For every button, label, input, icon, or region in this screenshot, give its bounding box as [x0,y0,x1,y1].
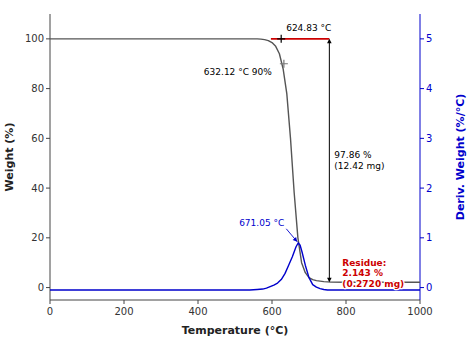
annotation-arrow [329,41,330,280]
x-tick [198,300,199,304]
annotation-line: 632.12 °C 90% [204,67,272,77]
y-tick-label: 20 [31,232,44,243]
y2-tick [420,138,424,139]
x-tick [420,300,421,304]
annotation-line: (0.2720 mg) [342,279,404,289]
annotation-line: 671.05 °C [239,218,284,228]
x-tick-label: 0 [47,306,53,317]
annotation-text: 97.86 %(12.42 mg) [334,150,384,171]
y2-tick [420,237,424,238]
annotation-text: 624.83 °C [286,23,331,33]
series-line [50,243,420,290]
y2-tick-label: 5 [426,33,432,44]
y-tick-label: 100 [25,33,44,44]
y2-tick [420,188,424,189]
annotation-text: 632.12 °C 90% [204,67,272,77]
annotation-arrow [286,229,297,242]
y-tick-label: 40 [31,183,44,194]
y-axis-line [50,14,51,300]
x-tick-label: 400 [188,306,207,317]
x-tick [346,300,347,304]
x-tick-label: 800 [336,306,355,317]
chart-container: 02004006008001000020406080100012345Tempe… [0,0,474,340]
y2-tick-label: 0 [426,282,432,293]
y2-tick-label: 3 [426,133,432,144]
x-tick-label: 200 [114,306,133,317]
y-tick [46,88,50,89]
y-tick [46,138,50,139]
annotation-line: Residue: [342,258,386,268]
annotation-marker [277,35,285,43]
arrow-head [327,278,332,282]
x-tick [124,300,125,304]
arrow-head [327,39,332,43]
y-tick-label: 60 [31,133,44,144]
y-tick [46,287,50,288]
annotation-marker [280,60,288,68]
y2-tick-label: 2 [426,183,432,194]
annotation-text: 671.05 °C [239,218,284,228]
y-tick [46,237,50,238]
x-tick-label: 600 [262,306,281,317]
y-tick-label: 80 [31,83,44,94]
annotation-line: (12.42 mg) [334,161,384,171]
y2-tick [420,287,424,288]
y-tick [46,188,50,189]
y2-tick [420,38,424,39]
y2-tick-label: 4 [426,83,432,94]
x-tick-label: 1000 [407,306,432,317]
chart-svg: 02004006008001000020406080100012345Tempe… [0,0,474,340]
x-tick [50,300,51,304]
annotation-line: 624.83 °C [286,23,331,33]
series-line [50,39,420,282]
x-tick [272,300,273,304]
y2-axis-label: Deriv. Weight (%/°C) [454,94,467,221]
annotation-line: 2.143 % [342,268,383,278]
y-axis-label: Weight (%) [3,123,16,192]
y2-tick [420,88,424,89]
y-tick-label: 0 [38,282,44,293]
annotation-line: 97.86 % [334,150,372,160]
arrow-head [293,237,298,242]
x-axis-line [50,300,420,301]
x-axis-label: Temperature (°C) [182,324,289,337]
y2-tick-label: 1 [426,232,432,243]
y-tick [46,38,50,39]
plot-area [50,39,420,290]
annotation-text: Residue:2.143 %(0.2720 mg) [342,258,404,289]
y2-axis-line [420,14,421,300]
